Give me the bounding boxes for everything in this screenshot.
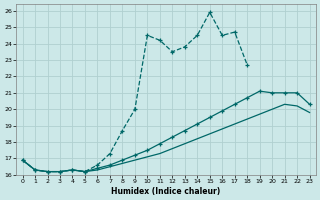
X-axis label: Humidex (Indice chaleur): Humidex (Indice chaleur) [111,187,221,196]
